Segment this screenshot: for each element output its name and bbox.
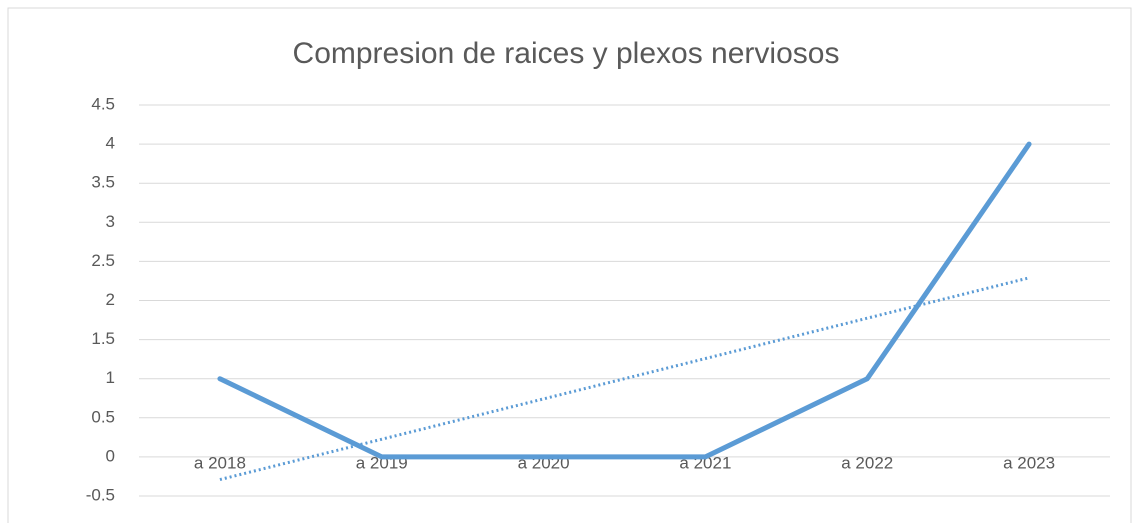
- y-tick-label: 2.5: [91, 251, 115, 270]
- x-tick-label: a 2022: [841, 453, 893, 472]
- y-tick-label: 0.5: [91, 407, 115, 426]
- y-tick-label: 2: [106, 290, 115, 309]
- x-tick-label: a 2018: [194, 453, 246, 472]
- chart-title: Compresion de raices y plexos nerviosos: [293, 37, 840, 70]
- y-tick-label: -0.5: [86, 485, 115, 504]
- y-tick-label: 4: [106, 134, 115, 153]
- trendline: [219, 276, 1030, 482]
- y-tick-label: 3.5: [91, 173, 115, 192]
- chart-border: [7, 7, 1132, 523]
- y-tick-label: 0: [106, 446, 115, 465]
- y-tick-label: 3: [106, 212, 115, 231]
- data-line: [217, 141, 1032, 460]
- x-tick-label: a 2023: [1003, 453, 1055, 472]
- y-tick-label: 4.5: [91, 94, 115, 113]
- y-tick-label: 1.5: [91, 329, 115, 348]
- y-tick-label: 1: [106, 368, 115, 387]
